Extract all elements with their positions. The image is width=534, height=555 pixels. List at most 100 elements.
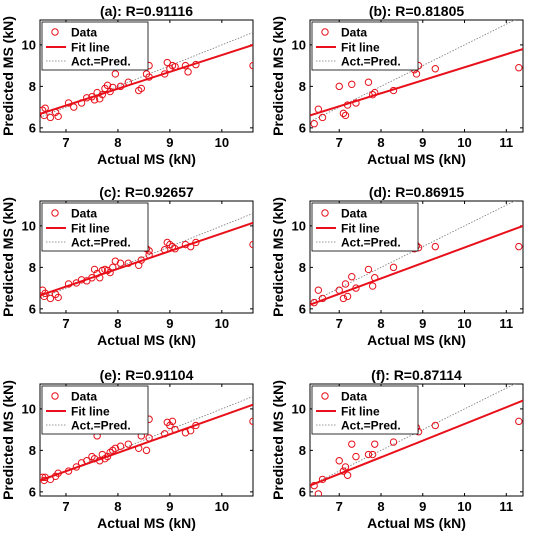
data-point [314,105,323,113]
fit-line [310,399,523,487]
data-point [145,73,153,81]
y-tick-label: 8 [29,260,36,275]
data-point [116,82,125,91]
data-point [389,438,398,446]
legend-label: Act.=Pred. [341,419,401,433]
data-point [51,108,60,116]
data-point [96,274,104,282]
data-point [70,103,78,111]
data-point [515,417,523,426]
y-tick-label: 6 [29,120,36,135]
data-point [64,99,73,107]
legend-marker-data [321,209,329,217]
data-point [368,282,377,290]
legend-label: Fit line [71,405,110,419]
x-tick-label: 10 [215,135,229,150]
x-tick-label: 9 [166,499,173,514]
y-axis-label: Predicted MS (kN) [270,380,286,500]
data-point [515,242,523,251]
legend-label: Fit line [71,222,110,236]
x-tick-label: 10 [215,499,229,514]
fit-line [40,221,253,297]
data-point [88,274,96,282]
data-point [343,471,352,479]
x-tick-label: 8 [377,135,384,150]
data-point [171,62,179,71]
data-point [145,251,153,259]
legend-label: Data [341,207,367,221]
data-point [192,421,200,430]
data-point [46,294,55,303]
x-tick-label: 8 [114,135,121,150]
data-point [90,96,99,104]
legend-marker-data [51,209,59,217]
legend-label: Act.=Pred. [71,236,131,250]
data-point [142,446,151,455]
data-point [116,442,125,450]
data-point [83,94,91,102]
chart-panel-4: 7 8 9 10 6 8 10 (e): R=0.91104 Actual MS (kN) Pre… [0,367,254,531]
data-point [314,490,323,496]
data-point [166,421,174,430]
act-pred-line [310,201,516,303]
x-tick-label: 7 [62,316,69,331]
legend-label: Data [71,390,97,404]
data-point [371,440,379,448]
data-point [341,111,350,120]
legend-label: Data [341,390,367,404]
data-point [77,99,86,107]
data-point [41,104,49,112]
data-point [335,286,343,294]
legend-label: Data [71,26,97,40]
data-point [368,450,377,459]
legend-label: Data [71,207,97,221]
data-point [389,263,398,272]
y-axis-label: Predicted MS (kN) [270,197,286,317]
data-point [192,60,200,69]
data-point [343,101,352,109]
data-point [352,99,360,107]
data-point [310,481,318,490]
x-axis-label: Actual MS (kN) [367,151,466,167]
chart-panel-0: 7 8 9 10 6 8 10 (a): R=0.91116 Actual MS (kN) Pre… [0,3,254,167]
data-point [137,256,146,264]
x-tick-label: 9 [419,135,426,150]
legend-label: Fit line [71,41,110,55]
data-point [339,294,348,303]
y-tick-label: 10 [292,37,306,52]
data-point [339,109,348,118]
legend-label: Data [341,26,367,40]
x-tick-label: 7 [336,316,343,331]
x-tick-label: 9 [166,135,173,150]
x-tick-label: 7 [336,499,343,514]
plot-data [40,32,253,122]
plot-data [310,20,523,128]
chart-title: (e): R=0.91104 [100,367,194,383]
fit-line [310,48,523,117]
y-axis-label: Predicted MS (kN) [270,16,286,136]
data-point [90,265,99,274]
chart-panel-2: 7 8 9 10 6 8 10 (c): R=0.92657 Actual MS (kN) Pre… [0,184,254,348]
legend-label: Act.=Pred. [341,236,401,250]
data-point [318,113,327,122]
data-point [412,70,421,78]
data-point [54,469,62,477]
data-point [137,84,146,93]
data-point [186,426,195,435]
data-point [77,276,86,284]
data-point [310,298,318,307]
data-point [348,440,356,448]
data-point [171,425,179,434]
x-axis-label: Actual MS (kN) [97,151,196,167]
data-point [124,440,133,448]
data-point [145,434,153,442]
data-point [314,286,323,294]
data-point [41,289,49,297]
data-point [160,430,169,438]
data-point [124,259,133,267]
data-point [103,452,112,461]
x-tick-label: 7 [336,135,343,150]
y-tick-label: 6 [299,301,306,316]
